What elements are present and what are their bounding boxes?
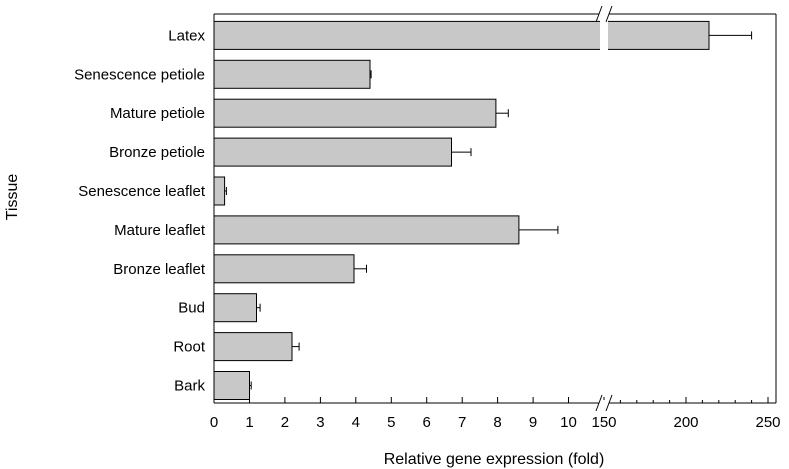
category-label: Latex	[168, 27, 205, 44]
axis-break-mark	[595, 394, 603, 412]
x-tick-label: 0	[210, 414, 218, 431]
axis-break-mark	[605, 5, 613, 23]
axis-break-mark	[595, 5, 603, 23]
x-tick-label: 7	[458, 414, 466, 431]
x-tick-label: 4	[352, 414, 360, 431]
category-label: Bud	[178, 300, 205, 317]
x-tick-label: 200	[673, 414, 698, 431]
x-tick-label: 3	[316, 414, 324, 431]
bar	[213, 371, 250, 400]
category-label: Bronze leaflet	[113, 261, 206, 278]
category-labels-layer: Latex Senescence petiole Mature petiole Bro…	[74, 27, 206, 394]
bar	[213, 98, 497, 128]
category-label: Mature petiole	[110, 105, 205, 122]
x-tick-label: 6	[423, 414, 431, 431]
x-tick-label: 1	[245, 414, 253, 431]
x-tick-label: 5	[387, 414, 395, 431]
bar	[213, 332, 293, 362]
error-bars-layer	[224, 31, 753, 390]
bottom-axis-break-gap	[599, 400, 609, 406]
category-label: Bronze petiole	[109, 144, 205, 161]
bar-break-gap	[600, 19, 608, 52]
category-label: Bark	[174, 378, 205, 395]
x-tick-label: 2	[281, 414, 289, 431]
bar	[213, 137, 452, 167]
category-label: Senescence leaflet	[78, 183, 206, 200]
bar	[213, 176, 226, 206]
x-tick-label: 150	[591, 414, 616, 431]
plot-frame	[213, 13, 777, 404]
x-tick-label: 250	[755, 414, 780, 431]
x-tick-label: 10	[560, 414, 577, 431]
x-tick-label: 9	[529, 414, 537, 431]
x-ticks-layer: 0 1 2 3 4 5 6 7 8 9 10 150 200 250	[210, 397, 781, 431]
axis-break-layer	[595, 5, 613, 412]
bars-layer	[213, 20, 710, 400]
category-label: Root	[173, 339, 206, 356]
x-tick-label: 8	[493, 414, 501, 431]
bar	[213, 254, 355, 284]
top-axis-break-gap	[599, 11, 609, 17]
x-axis-title: Relative gene expression (fold)	[384, 451, 605, 468]
category-label: Senescence petiole	[74, 66, 205, 83]
bar	[213, 59, 371, 89]
y-axis-title: Tissue	[4, 174, 21, 221]
bar	[213, 215, 520, 245]
bar	[213, 293, 257, 323]
axis-break-mark	[605, 394, 613, 412]
category-label: Mature leaflet	[114, 222, 206, 239]
bar	[213, 20, 710, 50]
